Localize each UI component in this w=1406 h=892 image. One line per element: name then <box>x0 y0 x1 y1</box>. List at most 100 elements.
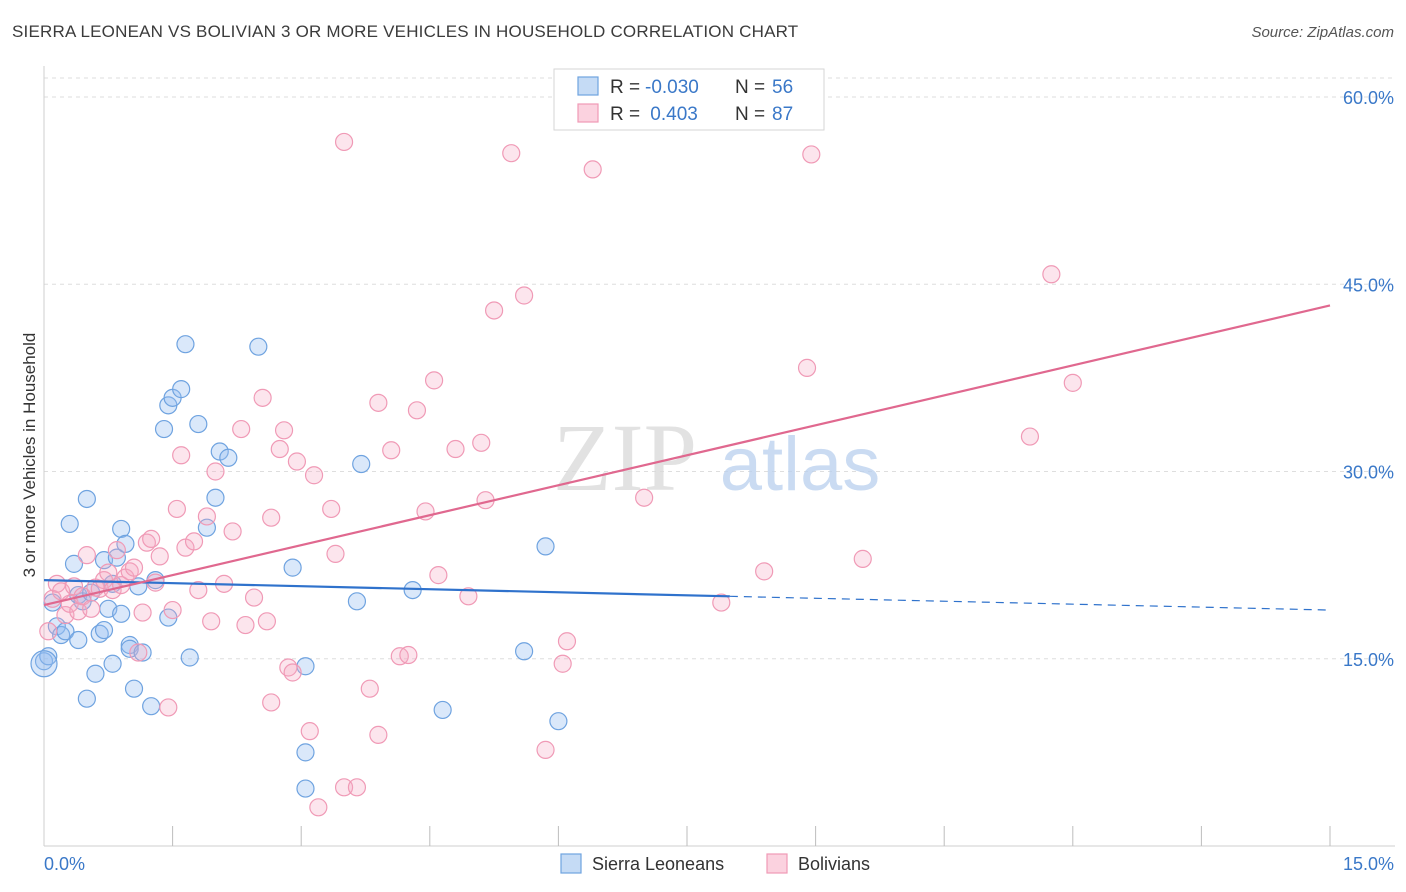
watermark: ZIP atlas <box>553 404 880 511</box>
trend-line-sierra-extrapolated <box>729 595 1331 611</box>
point-bolivian-50 <box>287 452 307 471</box>
point-bolivian-29 <box>167 499 186 519</box>
point-bolivian-20 <box>124 558 144 577</box>
point-bolivian-55 <box>326 544 345 563</box>
point-bolivian-64 <box>399 645 418 665</box>
point-sierra-37 <box>189 414 208 434</box>
point-bolivian-33 <box>189 580 208 600</box>
series-legend: Sierra Leoneans Bolivians <box>560 853 870 874</box>
point-bolivian-22 <box>133 603 152 622</box>
point-sierra-18 <box>103 654 122 673</box>
point-bolivian-51 <box>300 722 319 741</box>
legend-swatch-bolivian <box>766 853 788 874</box>
point-bolivian-84 <box>802 145 821 164</box>
point-bolivian-36 <box>206 462 225 481</box>
point-bolivian-40 <box>236 615 255 635</box>
point-bolivian-26 <box>150 547 169 566</box>
point-bolivian-10 <box>82 599 101 618</box>
point-bolivian-21 <box>129 643 148 662</box>
point-sierra-35 <box>176 335 195 354</box>
point-bolivian-61 <box>369 725 388 744</box>
point-sierra-13 <box>86 664 105 683</box>
point-sierra-19 <box>107 548 126 567</box>
point-sierra-21 <box>112 519 131 539</box>
point-sierra-27 <box>133 643 152 662</box>
point-sierra-7 <box>64 554 84 573</box>
trend-line-sierra <box>43 579 730 598</box>
point-bolivian-43 <box>257 612 277 631</box>
point-sierra-25 <box>124 679 144 698</box>
point-sierra-46 <box>296 743 315 762</box>
point-bolivian-27 <box>159 698 178 717</box>
stats-n-value-sierra: 56 <box>772 77 793 98</box>
tick-labels: 15.0% 30.0% 45.0% 60.0% 0.0% 15.0% <box>44 88 1394 874</box>
x-tick-label-1: 15.0% <box>1343 854 1394 874</box>
stats-r-label-sierra: R = <box>610 77 645 98</box>
point-sierra-51 <box>515 642 534 661</box>
point-bolivian-24 <box>142 529 161 549</box>
y-tick-label-3: 60.0% <box>1343 88 1394 108</box>
point-bolivian-41 <box>244 588 264 607</box>
point-bolivian-82 <box>755 562 774 581</box>
point-sierra-49 <box>403 580 422 600</box>
point-bolivian-76 <box>536 740 555 759</box>
axes <box>43 66 1395 847</box>
point-bolivian-56 <box>334 132 354 152</box>
point-sierra-large <box>30 650 58 678</box>
point-bolivian-9 <box>77 546 96 565</box>
point-bolivian-81 <box>712 593 731 612</box>
point-bolivian-39 <box>232 419 251 439</box>
point-bolivian-70 <box>459 587 478 606</box>
point-sierra-10 <box>77 489 96 509</box>
point-bolivian-74 <box>502 144 521 163</box>
point-sierra-11 <box>77 689 96 708</box>
point-bolivian-35 <box>202 612 221 631</box>
stats-n-label-bolivian: N = <box>735 104 770 125</box>
point-sierra-30 <box>154 419 174 439</box>
point-sierra-55 <box>69 630 88 650</box>
point-bolivian-79 <box>583 160 602 179</box>
point-bolivian-53 <box>309 798 328 817</box>
point-bolivian-78 <box>557 632 577 651</box>
stats-r-value-sierra: -0.030 <box>645 77 699 98</box>
point-sierra-47 <box>347 592 367 611</box>
point-sierra-16 <box>94 620 114 640</box>
x-tick-label-0: 0.0% <box>44 854 85 874</box>
legend-label-sierra: Sierra Leoneans <box>592 854 724 874</box>
point-bolivian-38 <box>223 522 242 541</box>
point-sierra-45 <box>296 779 315 798</box>
point-sierra-48 <box>352 454 371 474</box>
point-sierra-34 <box>172 380 191 399</box>
point-sierra-39 <box>206 488 225 507</box>
point-bolivian-59 <box>360 679 379 698</box>
point-bolivian-42 <box>253 388 272 407</box>
point-bolivian-14 <box>99 563 118 582</box>
point-sierra-6 <box>60 514 79 534</box>
point-bolivian-88 <box>1063 373 1082 392</box>
point-bolivian-52 <box>304 466 324 485</box>
point-bolivian-28 <box>163 600 182 620</box>
chart-title: SIERRA LEONEAN VS BOLIVIAN 3 OR MORE VEH… <box>12 22 799 41</box>
point-bolivian-68 <box>429 566 448 585</box>
point-bolivian-65 <box>407 401 427 420</box>
point-bolivian-46 <box>270 439 289 459</box>
trend-lines <box>43 304 1331 611</box>
point-bolivian-45 <box>262 693 281 712</box>
point-bolivian-16 <box>107 541 126 560</box>
point-bolivian-87 <box>1042 265 1061 284</box>
data-points <box>30 132 1082 817</box>
stats-r-value-bolivian: 0.403 <box>645 104 698 125</box>
point-bolivian-58 <box>347 778 367 797</box>
point-bolivian-73 <box>485 301 504 320</box>
point-bolivian-80 <box>635 488 654 507</box>
point-bolivian-75 <box>515 286 534 305</box>
point-sierra-36 <box>180 648 199 667</box>
point-sierra-1 <box>39 647 58 666</box>
point-bolivian-47 <box>274 421 294 440</box>
watermark-atlas: atlas <box>720 422 881 507</box>
stats-swatch-sierra <box>577 76 599 96</box>
point-bolivian-69 <box>446 439 465 459</box>
y-tick-label-1: 30.0% <box>1343 463 1394 483</box>
y-tick-label-2: 45.0% <box>1343 275 1394 295</box>
